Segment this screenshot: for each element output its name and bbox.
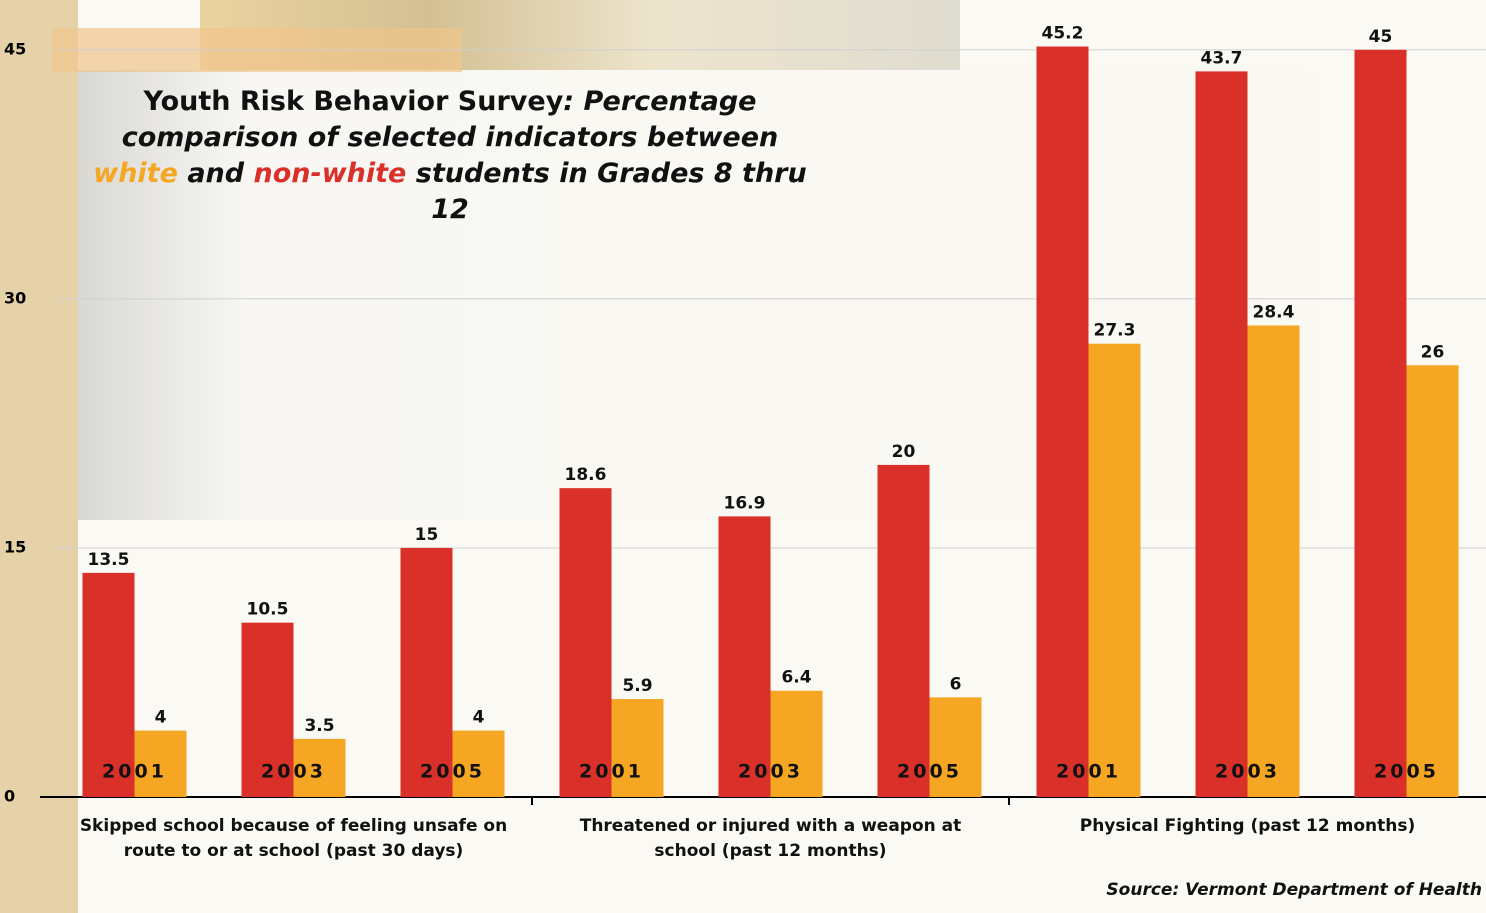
data-label: 6	[950, 674, 962, 694]
data-label: 16.9	[724, 493, 766, 513]
bar	[770, 690, 823, 797]
bar	[452, 730, 505, 797]
x-tick-label: 2001	[579, 761, 644, 783]
bar	[929, 697, 982, 797]
x-tick-label: 2001	[1056, 761, 1121, 783]
bar	[82, 572, 135, 797]
group-label: Physical Fighting (past 12 months)	[1079, 816, 1416, 836]
data-label: 4	[155, 708, 167, 728]
title-series-name: white	[93, 158, 178, 189]
data-label: 43.7	[1201, 48, 1243, 68]
data-label: 28.4	[1253, 302, 1295, 322]
group-label: Threatened or injured with a weapon at s…	[579, 816, 962, 861]
data-label: 18.6	[565, 465, 607, 485]
bar	[877, 464, 930, 797]
x-tick-label: 2005	[1374, 761, 1439, 783]
y-tick-label: 15	[4, 537, 26, 556]
y-tick-label: 30	[4, 288, 26, 307]
x-tick-label: 2003	[1215, 761, 1280, 783]
x-tick-label: 2005	[420, 761, 485, 783]
data-label: 15	[415, 525, 439, 545]
bar	[718, 516, 771, 797]
parchment-strip	[0, 0, 78, 913]
bar	[1088, 343, 1141, 797]
bar	[1195, 71, 1248, 797]
bar	[1247, 325, 1300, 797]
x-tick-label: 2001	[102, 761, 167, 783]
data-label: 26	[1421, 342, 1445, 362]
title-part: : Percentage comparison of selected indi…	[121, 86, 779, 153]
plot: 0 15 30 45 13.5 4 2001 10.5 3.5 2003 15 4 2005 18.6 5.…	[4, 23, 1486, 806]
title-part: Youth Risk Behavior Survey	[143, 86, 564, 117]
bar	[559, 488, 612, 797]
bar	[1036, 46, 1089, 798]
y-tick-label: 45	[4, 39, 26, 58]
data-label: 4	[473, 708, 485, 728]
bar	[241, 622, 294, 797]
x-tick-label: 2003	[261, 761, 326, 783]
data-label: 5.9	[622, 676, 652, 696]
x-tick-label: 2003	[738, 761, 803, 783]
bar	[1406, 365, 1459, 797]
group-label: Skipped school because of feeling unsafe…	[79, 816, 508, 861]
data-label: 10.5	[247, 600, 289, 620]
data-label: 6.4	[781, 668, 811, 688]
data-label: 45.2	[1042, 23, 1084, 43]
data-label: 45	[1369, 27, 1393, 47]
bar	[134, 730, 187, 797]
bar	[611, 699, 664, 797]
title-part: and	[187, 158, 245, 189]
title-series-name: non-white	[253, 158, 407, 189]
title-part: students in Grades 8 thru 12	[415, 158, 807, 225]
data-label: 3.5	[304, 716, 334, 736]
bar	[1354, 49, 1407, 797]
bar	[293, 738, 346, 797]
data-label: 27.3	[1094, 321, 1136, 341]
y-tick-label: 0	[4, 787, 15, 806]
bar	[400, 547, 453, 797]
chart-title: Youth Risk Behavior Survey: Percentage c…	[90, 84, 810, 228]
data-label: 13.5	[88, 550, 130, 570]
x-tick-label: 2005	[897, 761, 962, 783]
source: Source: Vermont Department of Health	[1106, 880, 1482, 900]
data-label: 20	[892, 442, 916, 462]
